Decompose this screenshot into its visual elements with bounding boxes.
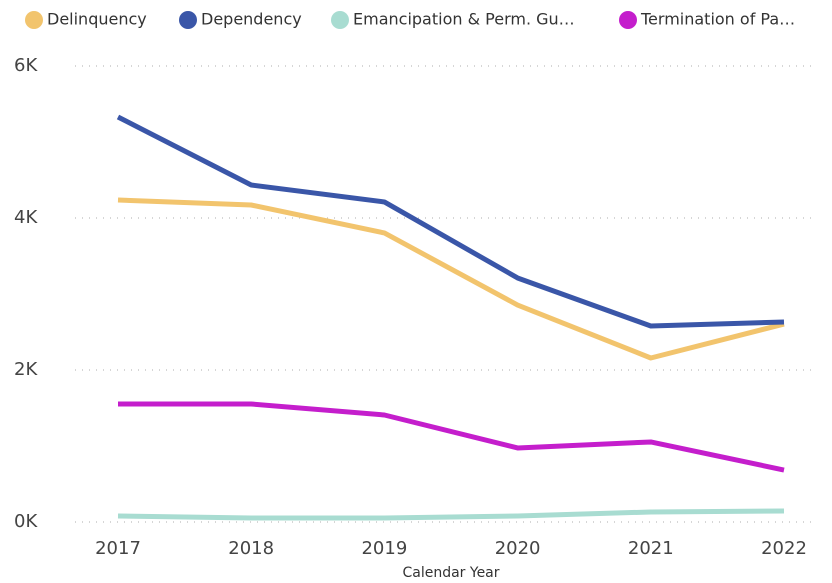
- legend-marker: [25, 11, 43, 29]
- legend-marker: [331, 11, 349, 29]
- legend-marker: [179, 11, 197, 29]
- series-line: [117, 197, 785, 361]
- legend-label: Dependency: [201, 10, 302, 29]
- series-line: [116, 114, 785, 329]
- y-tick-label: 0K: [14, 511, 38, 532]
- legend-label: Termination of Pa…: [640, 10, 795, 29]
- x-tick-label: 2022: [761, 538, 807, 559]
- series-line: [117, 508, 785, 521]
- x-axis-title: Calendar Year: [402, 565, 499, 581]
- x-tick-label: 2019: [361, 538, 407, 559]
- legend-label: Delinquency: [47, 10, 147, 29]
- x-tick-label: 2018: [228, 538, 274, 559]
- x-tick-label: 2020: [495, 538, 541, 559]
- x-tick-label: 2017: [95, 538, 141, 559]
- legend-label: Emancipation & Perm. Gu…: [353, 10, 575, 29]
- y-tick-label: 6K: [14, 55, 38, 76]
- series-line: [118, 401, 785, 473]
- y-tick-label: 2K: [14, 359, 38, 380]
- x-tick-label: 2021: [628, 538, 674, 559]
- legend-marker: [619, 11, 637, 29]
- y-tick-label: 4K: [14, 207, 38, 228]
